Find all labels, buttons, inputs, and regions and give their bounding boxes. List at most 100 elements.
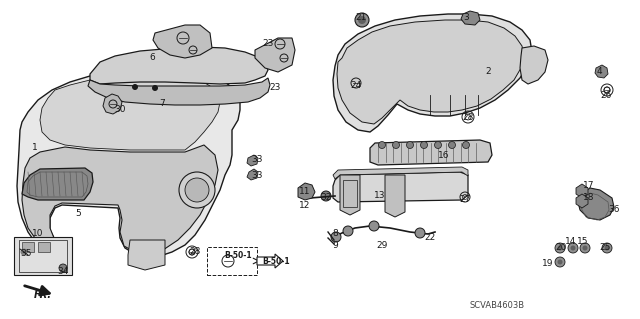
Text: 8: 8 (332, 228, 338, 238)
Circle shape (179, 172, 215, 208)
Polygon shape (385, 175, 405, 217)
Circle shape (435, 142, 442, 149)
Circle shape (580, 243, 590, 253)
Circle shape (582, 246, 588, 250)
Circle shape (449, 142, 456, 149)
Text: 9: 9 (332, 241, 338, 250)
Circle shape (557, 246, 563, 250)
Text: 32: 32 (320, 194, 332, 203)
Polygon shape (576, 184, 588, 198)
Polygon shape (22, 145, 218, 255)
Bar (207, 247, 257, 275)
Text: 7: 7 (159, 99, 165, 108)
Circle shape (185, 178, 209, 202)
Circle shape (392, 142, 399, 149)
Text: SCVAB4603B: SCVAB4603B (470, 301, 525, 310)
Text: 1: 1 (32, 144, 38, 152)
Text: 25: 25 (599, 243, 611, 253)
Bar (14, 237, 72, 275)
Text: 27: 27 (460, 196, 470, 204)
Polygon shape (578, 188, 614, 220)
Polygon shape (255, 38, 295, 72)
Text: 22: 22 (424, 233, 436, 241)
Text: 16: 16 (438, 151, 450, 160)
Text: 23: 23 (262, 39, 274, 48)
Circle shape (570, 246, 575, 250)
Text: 23: 23 (269, 84, 281, 93)
Text: 3: 3 (463, 12, 469, 21)
Polygon shape (247, 169, 258, 180)
Circle shape (555, 243, 565, 253)
Text: B-50-1: B-50-1 (262, 256, 290, 265)
Text: 13: 13 (374, 191, 386, 201)
Text: 26: 26 (600, 91, 612, 100)
Text: 15: 15 (577, 238, 589, 247)
Text: 10: 10 (32, 229, 44, 239)
Text: 28: 28 (462, 113, 474, 122)
Text: 14: 14 (565, 238, 577, 247)
Polygon shape (461, 11, 480, 25)
Circle shape (568, 243, 578, 253)
Text: 5: 5 (75, 210, 81, 219)
Circle shape (132, 84, 138, 90)
Text: FR.: FR. (34, 290, 52, 300)
Polygon shape (247, 155, 258, 166)
Text: 4: 4 (596, 68, 602, 77)
Polygon shape (153, 25, 212, 58)
Text: 36: 36 (608, 205, 620, 214)
Text: 24: 24 (350, 80, 362, 90)
Circle shape (557, 259, 563, 264)
Polygon shape (340, 175, 360, 215)
Text: 28: 28 (189, 248, 201, 256)
Text: 20: 20 (556, 243, 566, 253)
Polygon shape (22, 168, 93, 200)
Circle shape (463, 142, 470, 149)
Text: 29: 29 (376, 241, 388, 249)
Text: B-50-1: B-50-1 (224, 250, 252, 259)
Circle shape (420, 142, 428, 149)
Polygon shape (103, 94, 122, 114)
Text: 21: 21 (355, 13, 367, 23)
Polygon shape (595, 65, 608, 78)
Circle shape (602, 243, 612, 253)
Text: 17: 17 (583, 181, 595, 189)
Polygon shape (128, 240, 165, 270)
Circle shape (152, 85, 158, 91)
Circle shape (20, 249, 28, 256)
Circle shape (555, 257, 565, 267)
Polygon shape (90, 47, 268, 84)
Polygon shape (337, 20, 524, 124)
Polygon shape (298, 183, 315, 200)
Text: 35: 35 (20, 249, 32, 257)
Text: 33: 33 (252, 170, 263, 180)
Polygon shape (333, 172, 468, 202)
Circle shape (59, 264, 67, 272)
Text: 33: 33 (252, 155, 263, 165)
FancyArrow shape (257, 254, 283, 268)
Text: 34: 34 (58, 268, 68, 277)
Bar (38, 242, 50, 252)
Circle shape (331, 232, 341, 242)
Polygon shape (333, 14, 532, 132)
Polygon shape (88, 78, 270, 105)
Bar (22, 242, 34, 252)
Circle shape (355, 13, 369, 27)
Circle shape (406, 142, 413, 149)
Text: 6: 6 (149, 53, 155, 62)
Text: 12: 12 (300, 201, 310, 210)
Polygon shape (333, 167, 468, 179)
Bar (19, 240, 67, 272)
Text: 18: 18 (583, 194, 595, 203)
Polygon shape (40, 74, 220, 150)
Circle shape (358, 16, 366, 24)
Text: 30: 30 (115, 106, 125, 115)
Polygon shape (576, 194, 588, 208)
Polygon shape (370, 140, 492, 165)
Text: 2: 2 (485, 68, 491, 77)
Circle shape (321, 191, 331, 201)
Circle shape (378, 142, 385, 149)
Circle shape (415, 228, 425, 238)
Text: 11: 11 (300, 188, 311, 197)
Circle shape (343, 226, 353, 236)
Polygon shape (520, 46, 548, 84)
